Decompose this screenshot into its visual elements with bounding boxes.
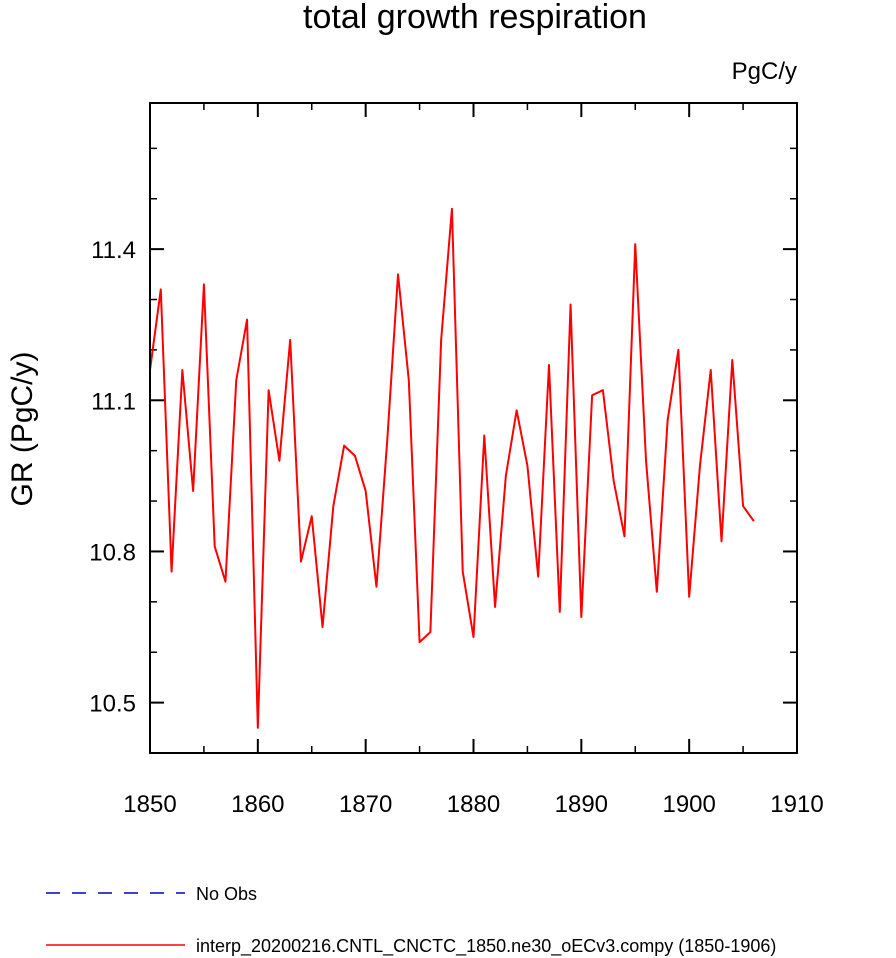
y-tick-label: 10.8 (89, 539, 136, 566)
axis-ticks (149, 103, 798, 753)
y-axis-label: GR (PgC/y) (6, 351, 39, 506)
legend-label: No Obs (196, 884, 257, 904)
x-tick-label: 1900 (662, 791, 715, 818)
x-tick-label: 1880 (447, 791, 500, 818)
x-tick-label: 1890 (555, 791, 608, 818)
y-tick-label: 11.1 (91, 388, 136, 415)
x-tick-label: 1850 (123, 791, 176, 818)
series-line-0 (149, 207, 755, 729)
tick-labels: 1850 1860 1870 1880 1890 1900 1910 10.5 10.8 11.1… (89, 237, 823, 818)
x-tick-label: 1860 (231, 791, 284, 818)
chart-title: total growth respiration (303, 0, 647, 36)
x-tick-label: 1910 (770, 791, 823, 818)
units-label: PgC/y (732, 58, 797, 85)
plot-frame (149, 102, 798, 754)
legend: No Obs interp_20200216.CNTL_CNCTC_1850.ne… (46, 884, 776, 957)
series-layer (149, 207, 755, 729)
x-tick-label: 1870 (339, 791, 392, 818)
legend-label: interp_20200216.CNTL_CNCTC_1850.ne30_oEC… (196, 936, 776, 957)
y-tick-label: 10.5 (89, 691, 136, 718)
y-tick-label: 11.4 (91, 237, 136, 264)
